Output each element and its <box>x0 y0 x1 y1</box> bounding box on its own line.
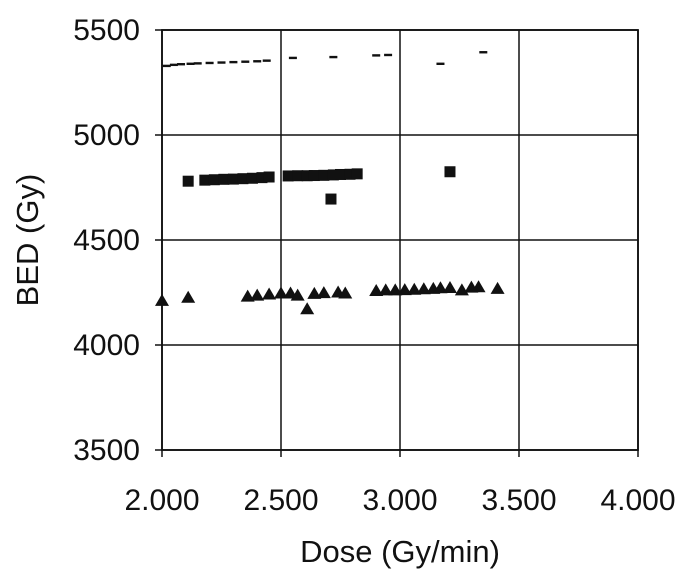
y-tick-label: 5000 <box>73 119 140 152</box>
x-tick-label: 2.500 <box>243 484 318 517</box>
dash-point <box>186 62 195 65</box>
triangle-point <box>442 281 457 294</box>
square-point <box>327 169 339 181</box>
y-tick-label: 4000 <box>73 329 140 362</box>
square-point <box>227 173 239 185</box>
square-point <box>318 169 330 181</box>
square-point <box>256 172 268 184</box>
square-point <box>444 166 456 178</box>
triangle-point <box>378 283 393 296</box>
dash-point <box>241 60 250 63</box>
dash-point <box>329 55 338 59</box>
triangle-point <box>416 282 431 295</box>
triangle-point <box>471 280 486 293</box>
square-point <box>199 174 211 186</box>
square-point <box>208 174 220 186</box>
triangle-point <box>262 287 277 300</box>
triangle-point <box>181 290 196 303</box>
square-point <box>308 170 320 182</box>
triangle-point <box>433 281 448 294</box>
triangle-point <box>397 283 412 296</box>
dash-point <box>384 53 393 57</box>
square-point <box>182 175 194 187</box>
square-point <box>292 170 304 182</box>
dash-point <box>479 51 488 54</box>
square-point <box>237 173 249 185</box>
square-point <box>301 170 313 182</box>
triangle-point <box>338 286 353 299</box>
square-point <box>263 171 275 183</box>
triangle-point <box>155 293 169 306</box>
square-point <box>325 193 337 205</box>
dash-point <box>169 63 178 67</box>
x-tick-label: 3.500 <box>481 484 556 517</box>
dash-point <box>229 60 238 64</box>
x-tick-label: 3.000 <box>362 484 437 517</box>
dash-point <box>262 59 271 62</box>
square-point <box>282 170 294 182</box>
y-axis-title: BED (Gy) <box>10 174 45 307</box>
x-tick-label: 2.000 <box>124 484 199 517</box>
x-tick-label: 4.000 <box>600 484 675 517</box>
triangle-point <box>316 286 331 299</box>
data-points <box>155 51 505 315</box>
y-tick-label: 3500 <box>73 434 140 467</box>
y-tick-label: 4500 <box>73 224 140 257</box>
triangle-point <box>307 286 322 299</box>
dash-point <box>193 62 202 65</box>
dash-point <box>162 64 171 68</box>
dash-point <box>217 61 226 64</box>
triangle-point <box>250 288 265 301</box>
square-point <box>351 168 363 180</box>
square-point <box>335 168 346 180</box>
dash-point <box>253 60 262 63</box>
dash-point <box>372 54 381 57</box>
triangle-point <box>490 281 505 294</box>
dash-point <box>205 61 214 65</box>
triangle-point <box>240 289 255 302</box>
y-tick-label: 5500 <box>73 14 140 47</box>
triangle-point <box>290 288 305 301</box>
tick-labels: 3500 4000 4500 5000 5500 2.000 2.500 3.000 3.500… <box>73 14 675 517</box>
dash-point <box>177 63 186 66</box>
square-point <box>344 168 356 180</box>
triangle-point <box>274 286 288 299</box>
triangle-point <box>407 282 422 295</box>
dash-point <box>436 62 445 65</box>
x-axis-title: Dose (Gy/min) <box>300 534 500 569</box>
square-point <box>246 172 258 184</box>
triangle-point <box>300 302 315 315</box>
plot-frame <box>161 29 639 451</box>
gridlines <box>155 29 639 457</box>
square-point <box>218 173 230 185</box>
triangle-point <box>369 283 384 296</box>
triangle-point <box>388 283 403 296</box>
dash-point <box>288 56 297 60</box>
